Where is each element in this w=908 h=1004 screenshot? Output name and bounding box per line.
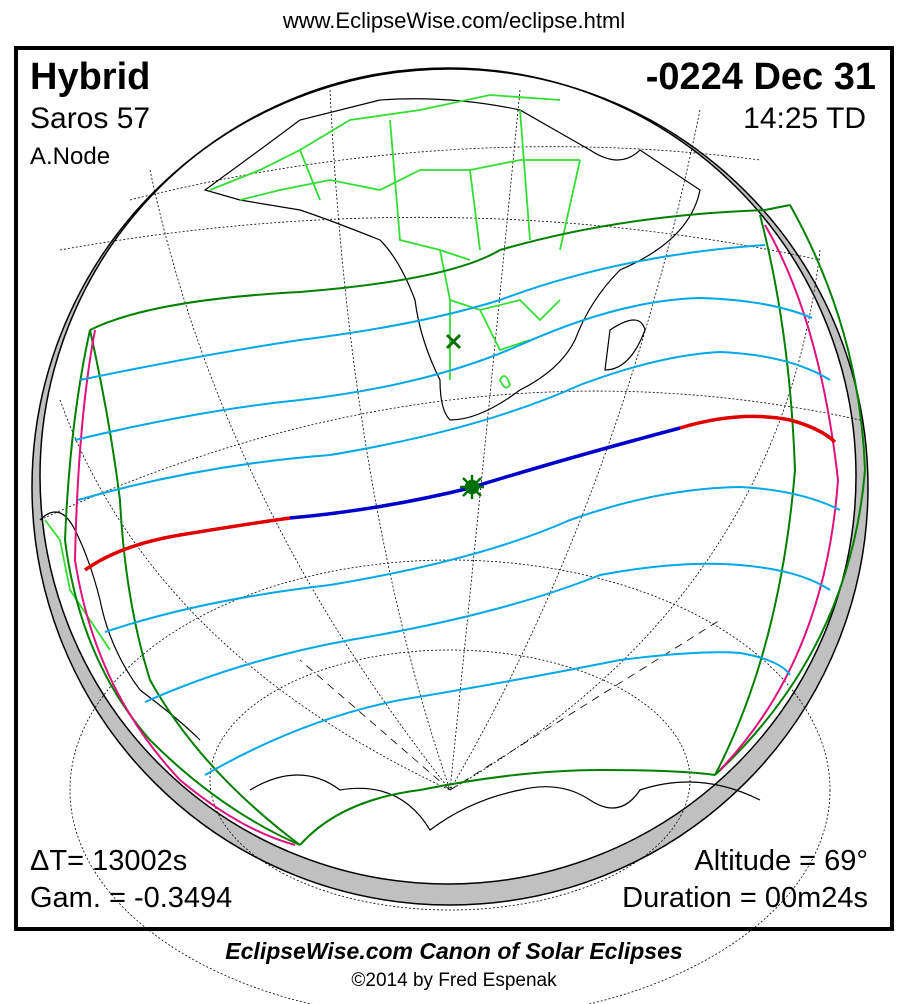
central-duration: Duration = 00m24s bbox=[622, 882, 868, 914]
eclipse-type: Hybrid bbox=[30, 56, 151, 98]
right-limit-outer bbox=[714, 204, 867, 776]
political-borders bbox=[44, 94, 581, 651]
globe-disc bbox=[39, 67, 857, 885]
canon-title: EclipseWise.com Canon of Solar Eclipses bbox=[225, 938, 683, 964]
left-limit-inner bbox=[89, 329, 301, 846]
lunar-node: A.Node bbox=[30, 143, 111, 170]
copyright: ©2014 by Fred Espenak bbox=[351, 970, 557, 991]
map-frame bbox=[14, 46, 894, 931]
south-america-coast bbox=[39, 511, 201, 741]
sun-altitude: Altitude = 69° bbox=[694, 845, 868, 877]
coastlines bbox=[39, 98, 761, 831]
central-line-annular-west bbox=[83, 516, 291, 572]
penumbral-limits bbox=[63, 204, 867, 846]
graticule bbox=[39, 89, 861, 1004]
eclipse-time: 14:25 TD bbox=[743, 102, 866, 135]
left-limit-outer bbox=[63, 329, 301, 846]
southern-limit bbox=[299, 768, 716, 846]
madagascar-coast bbox=[604, 319, 646, 371]
eclipse-date: -0224 Dec 31 bbox=[645, 56, 876, 98]
africa-coast bbox=[203, 98, 701, 421]
greatest-eclipse-star-icon bbox=[460, 475, 484, 499]
gamma: Gam. = -0.3494 bbox=[30, 882, 233, 914]
saros-number: Saros 57 bbox=[30, 102, 151, 135]
partial-eclipse-contours bbox=[74, 244, 841, 776]
source-url: www.EclipseWise.com/eclipse.html bbox=[282, 8, 626, 33]
greatest-duration-x-icon bbox=[445, 333, 462, 350]
right-limit-inner bbox=[714, 214, 797, 776]
globe-outline bbox=[31, 68, 869, 906]
central-line-annular-east bbox=[679, 414, 837, 444]
rise-set-curves bbox=[73, 224, 840, 846]
delta-t: ΔT= 13002s bbox=[30, 845, 188, 877]
antarctica-coast bbox=[249, 774, 761, 831]
northern-limit bbox=[89, 204, 791, 331]
